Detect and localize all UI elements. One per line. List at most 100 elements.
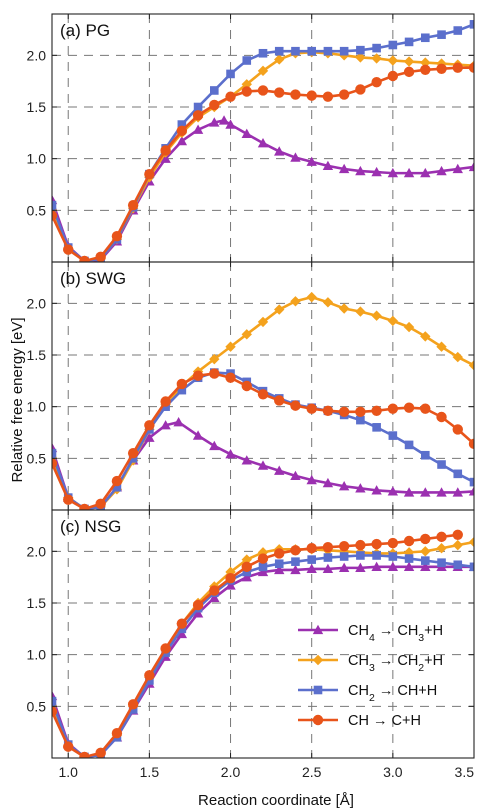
panel-series (52, 529, 474, 758)
panel-series (52, 20, 474, 262)
data-point-ch4 (160, 420, 171, 430)
data-point-ch4 (306, 156, 317, 166)
data-point-ch4 (176, 135, 188, 146)
data-point-ch (436, 63, 447, 74)
data-point-ch2 (469, 20, 474, 29)
data-point-ch2 (453, 469, 463, 479)
data-point-ch (355, 406, 366, 418)
data-point-ch4 (387, 561, 399, 571)
data-point-ch4 (436, 487, 447, 497)
data-point-ch (257, 553, 269, 564)
data-point-ch (452, 424, 463, 435)
data-point-ch2 (177, 120, 187, 129)
legend-marker-ch (312, 714, 324, 726)
data-point-ch2 (372, 43, 381, 53)
data-point-ch (241, 380, 252, 392)
data-point-ch (127, 699, 139, 710)
data-point-ch4 (338, 481, 350, 491)
data-point-ch2 (274, 46, 284, 56)
data-point-ch (452, 62, 463, 73)
data-point-ch3 (403, 547, 415, 558)
data-point-ch (111, 230, 123, 242)
data-point-ch4 (225, 119, 236, 129)
y-tick-label: 1.0 (27, 647, 47, 663)
data-point-ch4 (192, 608, 204, 618)
data-point-ch4 (225, 580, 236, 590)
data-point-ch (403, 402, 415, 413)
data-point-ch (111, 728, 123, 739)
data-point-ch (306, 543, 317, 554)
data-point-ch (306, 403, 317, 414)
panel-label: (c) NSG (60, 517, 121, 536)
data-point-ch2 (453, 560, 463, 570)
data-point-ch (290, 89, 301, 100)
panel-series (52, 291, 474, 510)
y-tick-label: 1.5 (27, 595, 47, 611)
data-point-ch2 (421, 450, 430, 460)
data-point-ch2 (307, 46, 316, 56)
data-point-ch3 (355, 52, 366, 63)
data-point-ch (274, 395, 285, 406)
data-point-ch4 (403, 487, 415, 497)
data-point-ch (192, 599, 204, 611)
data-point-ch4 (290, 470, 301, 481)
data-point-ch3 (241, 329, 252, 340)
data-point-ch2 (469, 562, 474, 572)
data-point-ch4 (306, 563, 317, 574)
data-point-ch3 (257, 547, 269, 558)
data-point-ch3 (257, 316, 269, 328)
data-point-ch (241, 561, 252, 573)
data-point-ch (338, 406, 350, 418)
data-point-ch3 (403, 321, 415, 333)
data-point-ch4 (290, 564, 301, 575)
data-point-ch (403, 66, 415, 78)
data-point-ch (63, 741, 74, 752)
data-point-ch (322, 91, 334, 102)
data-point-ch4 (274, 146, 285, 156)
data-point-ch (387, 403, 399, 414)
data-point-ch2 (291, 46, 300, 56)
data-point-ch4 (436, 165, 447, 176)
data-point-ch (144, 420, 155, 431)
data-point-ch4 (371, 485, 382, 495)
data-point-ch (468, 62, 474, 73)
data-point-ch4 (257, 566, 269, 577)
data-point-ch2 (372, 423, 381, 432)
data-point-ch2 (404, 554, 414, 563)
data-point-ch2 (404, 440, 414, 450)
data-point-ch4 (144, 432, 155, 442)
data-point-ch4 (452, 487, 463, 497)
data-point-ch (257, 85, 269, 96)
data-point-ch4 (209, 117, 220, 127)
data-point-ch3 (436, 543, 447, 554)
data-point-ch (176, 378, 188, 390)
x-tick-label: 3.0 (383, 764, 403, 780)
data-point-ch (371, 77, 382, 88)
legend-label-ch3: CH3 → CH2+H (348, 653, 443, 674)
data-point-ch2 (356, 45, 365, 55)
data-point-ch2 (193, 102, 203, 112)
y-tick-label: 1.0 (27, 399, 47, 415)
data-point-ch4 (387, 167, 399, 178)
data-point-ch4 (218, 115, 230, 125)
data-point-ch4 (468, 161, 474, 172)
data-point-ch3 (420, 546, 431, 557)
data-point-ch4 (322, 160, 334, 171)
data-point-ch4 (225, 449, 236, 459)
data-point-ch4 (420, 167, 431, 178)
legend-marker-ch4 (312, 624, 324, 635)
data-point-ch (63, 494, 74, 505)
data-point-ch3 (322, 297, 334, 308)
data-point-ch (290, 545, 301, 556)
data-point-ch3 (241, 554, 252, 565)
panels: 0.51.01.52.0(a) PG0.51.01.52.0(b) SWG0.5… (27, 13, 475, 780)
data-point-ch (387, 70, 399, 82)
data-point-ch (127, 447, 139, 459)
data-point-ch (355, 84, 366, 95)
panel-frame (51, 261, 475, 511)
y-tick-label: 2.0 (27, 295, 47, 311)
data-point-ch2 (52, 200, 57, 210)
x-tick-label: 3.5 (455, 764, 475, 780)
data-point-ch2 (274, 559, 284, 569)
